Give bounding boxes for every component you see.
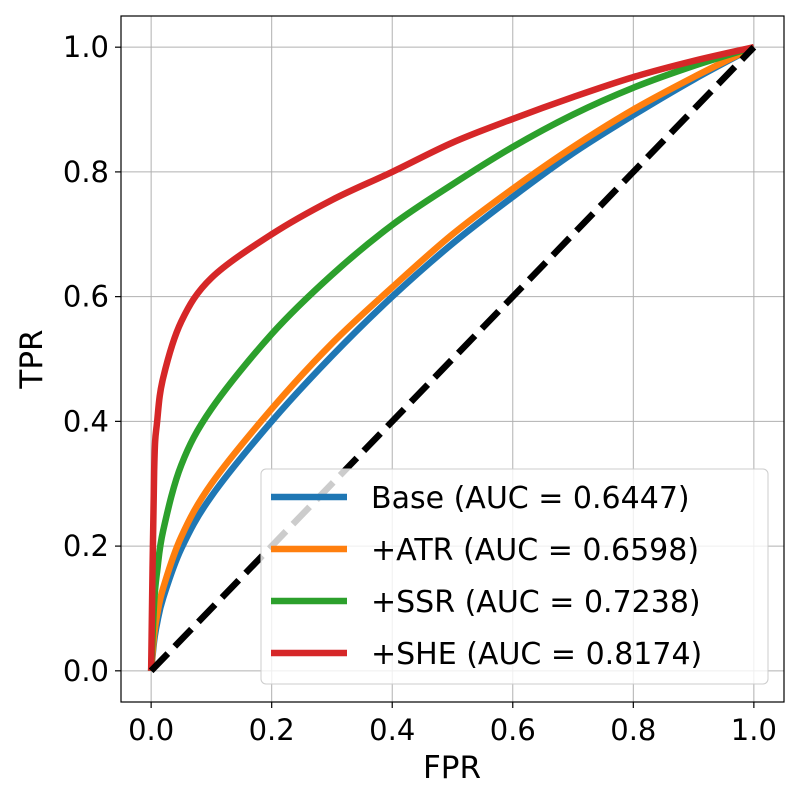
series-line-3 [147, 44, 755, 671]
reference-diagonal-line [148, 44, 757, 674]
legend-label-1: +ATR (AUC = 0.6598) [371, 533, 699, 568]
x-ticks: 0.0 0.2 0.4 0.6 0.8 1.0 [128, 702, 777, 747]
grid [121, 16, 784, 702]
y-tick-label: 0.4 [63, 404, 109, 438]
y-tick-label: 0.0 [63, 654, 109, 688]
series-line-1 [147, 44, 756, 672]
y-axis-title: TPR [14, 329, 50, 389]
x-tick-label: 0.2 [249, 713, 295, 747]
y-tick-label: 1.0 [63, 30, 109, 64]
x-tick-label: 0.8 [610, 713, 656, 747]
legend-label-3: +SHE (AUC = 0.8174) [371, 637, 702, 672]
series-line-2 [147, 44, 755, 671]
y-tick-label: 0.6 [63, 280, 109, 314]
x-axis-title: FPR [423, 750, 481, 786]
y-tick-label: 0.8 [63, 155, 109, 189]
legend-label-2: +SSR (AUC = 0.7238) [371, 585, 701, 620]
series-layer [147, 44, 757, 674]
plot-frame [120, 15, 785, 703]
legend: Base (AUC = 0.6447) +ATR (AUC = 0.6598) +S… [260, 468, 769, 685]
legend-box [260, 468, 769, 685]
x-tick-label: 0.6 [490, 713, 536, 747]
y-tick-label: 0.2 [63, 529, 109, 563]
legend-label-0: Base (AUC = 0.6447) [371, 481, 690, 516]
x-tick-label: 0.0 [128, 713, 174, 747]
y-ticks: 0.0 0.2 0.4 0.6 0.8 1.0 [63, 30, 121, 688]
x-tick-label: 1.0 [731, 713, 777, 747]
x-tick-label: 0.4 [369, 713, 415, 747]
